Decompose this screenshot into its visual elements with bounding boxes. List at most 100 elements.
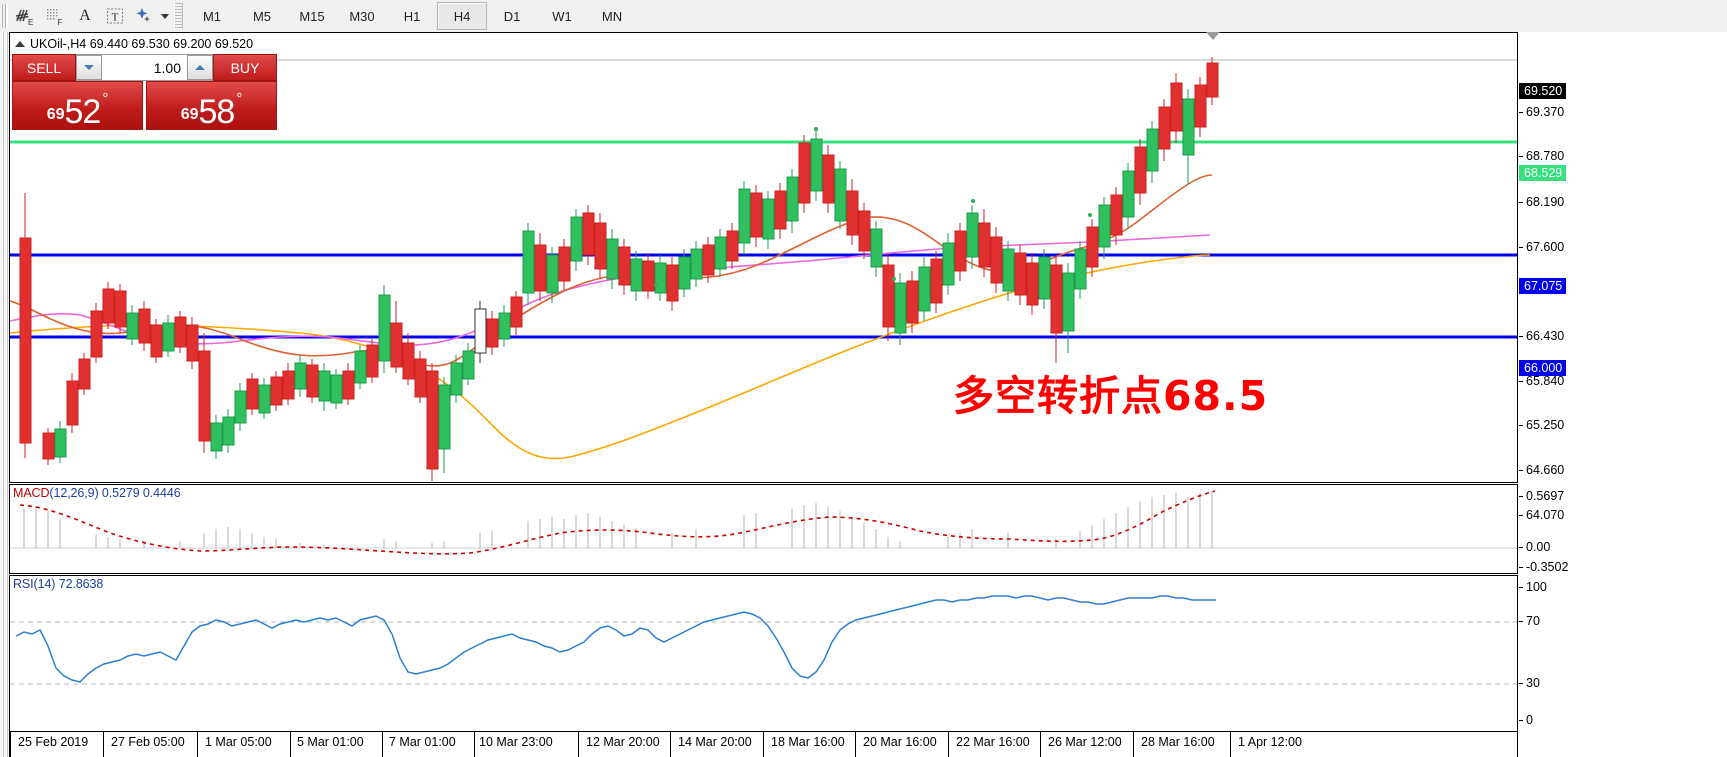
svg-text:E: E xyxy=(28,18,33,27)
timeframe-mn[interactable]: MN xyxy=(601,8,623,24)
time-label: 10 Mar 23:00 xyxy=(479,735,553,749)
objects-dropdown-icon[interactable] xyxy=(156,2,172,30)
price-scale[interactable]: 69.520 69.370 68.780 68.529 68.190 67.60… xyxy=(1519,32,1727,483)
time-label: 5 Mar 01:00 xyxy=(297,735,364,749)
timeframe-h1[interactable]: H1 xyxy=(403,8,421,24)
volume-stepper[interactable]: 1.00 xyxy=(76,54,213,81)
macd-scale-tick: 0.00 xyxy=(1519,540,1550,554)
timeframe-m30[interactable]: M30 xyxy=(349,8,375,24)
time-label: 7 Mar 01:00 xyxy=(389,735,456,749)
timeframe-m1[interactable]: M1 xyxy=(202,8,222,24)
buy-price-prefix: 69 xyxy=(180,106,199,123)
timeframe-toolbar-grip[interactable] xyxy=(174,3,183,29)
volume-decrease-button[interactable] xyxy=(76,55,102,80)
timeframe-m15[interactable]: M15 xyxy=(299,8,325,24)
buy-price-quote[interactable]: 69 58 ° xyxy=(146,81,277,130)
macd-name: MACD xyxy=(13,486,50,500)
rsi-scale-tick: 70 xyxy=(1519,614,1540,628)
svg-text:T: T xyxy=(112,12,119,24)
timeframe-h4[interactable]: H4 xyxy=(437,2,487,30)
rsi-scale-tick: 30 xyxy=(1519,676,1540,690)
rsi-scale: 100 70 30 0 xyxy=(1519,575,1727,732)
price-tick-current: 69.520 xyxy=(1519,83,1567,99)
collapse-triangle-icon[interactable] xyxy=(15,41,25,47)
buy-price-fraction: ° xyxy=(236,90,243,107)
time-label: 28 Mar 16:00 xyxy=(1141,735,1215,749)
chart-symbol-header: UKOil-,H4 69.440 69.530 69.200 69.520 xyxy=(15,37,253,51)
price-tick: 64.660 xyxy=(1519,463,1564,477)
indicators-icon[interactable]: E xyxy=(10,2,40,30)
time-separator xyxy=(855,732,856,757)
time-separator xyxy=(1040,732,1041,757)
time-separator xyxy=(197,732,198,757)
time-separator xyxy=(290,732,291,757)
price-tick: 69.370 xyxy=(1519,105,1564,119)
time-separator xyxy=(578,732,579,757)
templates-icon[interactable]: F xyxy=(40,2,70,30)
rsi-plot xyxy=(10,576,1517,731)
time-label: 27 Feb 05:00 xyxy=(111,735,185,749)
rsi-scale-tick: 0 xyxy=(1519,713,1533,727)
price-tick: 64.070 xyxy=(1519,508,1564,522)
time-label: 1 Apr 12:00 xyxy=(1238,735,1302,749)
chart-left-grip[interactable] xyxy=(0,32,9,757)
price-tick: 67.600 xyxy=(1519,240,1564,254)
text-label-icon[interactable]: T xyxy=(100,2,130,30)
main-toolbar: E F A xyxy=(0,0,1727,33)
price-pane[interactable] xyxy=(9,32,1518,483)
price-tick: 66.430 xyxy=(1519,329,1564,343)
macd-scale-tick: 0.5697 xyxy=(1519,489,1564,503)
rsi-scale-tick: 100 xyxy=(1519,580,1547,594)
volume-input[interactable]: 1.00 xyxy=(102,55,187,80)
price-tick-level-blue-upper[interactable]: 67.075 xyxy=(1519,278,1567,294)
toolbar-grip[interactable] xyxy=(1,4,8,28)
rsi-pane[interactable]: RSI(14) 72.8638 xyxy=(9,575,1518,732)
chart-panes: UKOil-,H4 69.440 69.530 69.200 69.520 xyxy=(9,32,1727,757)
timeframe-d1[interactable]: D1 xyxy=(503,8,521,24)
one-click-trading-panel: SELL 1.00 BUY 69 52 ° 69 58 ° xyxy=(12,54,277,130)
time-label: 26 Mar 12:00 xyxy=(1048,735,1122,749)
volume-increase-button[interactable] xyxy=(187,55,213,80)
price-tick-level-green[interactable]: 68.529 xyxy=(1519,165,1567,181)
time-label: 1 Mar 05:00 xyxy=(205,735,272,749)
chart-scroll-marker xyxy=(1206,32,1220,40)
sell-price-prefix: 69 xyxy=(46,106,65,123)
price-tick-level-blue-lower[interactable]: 66.000 xyxy=(1519,360,1567,376)
trade-panel-prices-row: 69 52 ° 69 58 ° xyxy=(12,81,277,130)
chevron-up-icon xyxy=(195,65,205,70)
sell-price-big: 52 xyxy=(64,92,101,131)
rsi-svg xyxy=(10,595,1517,685)
buy-button[interactable]: BUY xyxy=(213,54,277,81)
chart-annotation-text: 多空转折点68.5 xyxy=(953,372,1269,420)
time-label: 18 Mar 16:00 xyxy=(771,735,845,749)
trade-panel-top-row: SELL 1.00 BUY xyxy=(12,54,277,81)
price-tick: 65.840 xyxy=(1519,374,1564,388)
rsi-label: RSI(14) 72.8638 xyxy=(13,577,104,591)
chevron-down-icon xyxy=(84,65,94,70)
timeframe-m5[interactable]: M5 xyxy=(252,8,272,24)
svg-text:F: F xyxy=(58,18,63,27)
time-separator xyxy=(103,732,104,757)
symbol-ohlc-text: UKOil-,H4 69.440 69.530 69.200 69.520 xyxy=(30,37,254,51)
price-tick: 65.250 xyxy=(1519,418,1564,432)
time-label: 25 Feb 2019 xyxy=(18,735,89,749)
macd-svg xyxy=(10,490,1517,555)
time-label: 20 Mar 16:00 xyxy=(863,735,937,749)
timeframe-w1[interactable]: W1 xyxy=(552,8,572,24)
time-label: 12 Mar 20:00 xyxy=(586,735,660,749)
price-tick: 68.190 xyxy=(1519,195,1564,209)
macd-scale: 0.5697 0.00 -0.3502 xyxy=(1519,484,1727,574)
price-candles-svg xyxy=(10,57,1517,481)
time-separator xyxy=(763,732,764,757)
macd-label: MACD(12,26,9) 0.5279 0.4446 xyxy=(13,486,181,500)
macd-pane[interactable]: MACD(12,26,9) 0.5279 0.4446 xyxy=(9,484,1518,574)
buy-price-big: 58 xyxy=(198,92,235,131)
time-separator xyxy=(382,732,383,757)
macd-scale-tick: -0.3502 xyxy=(1519,560,1568,574)
macd-params-values: (12,26,9) 0.5279 0.4446 xyxy=(49,486,181,500)
sell-price-quote[interactable]: 69 52 ° xyxy=(12,81,143,130)
objects-icon[interactable] xyxy=(130,2,156,30)
sell-button[interactable]: SELL xyxy=(12,54,76,81)
text-icon[interactable]: A xyxy=(79,7,91,24)
